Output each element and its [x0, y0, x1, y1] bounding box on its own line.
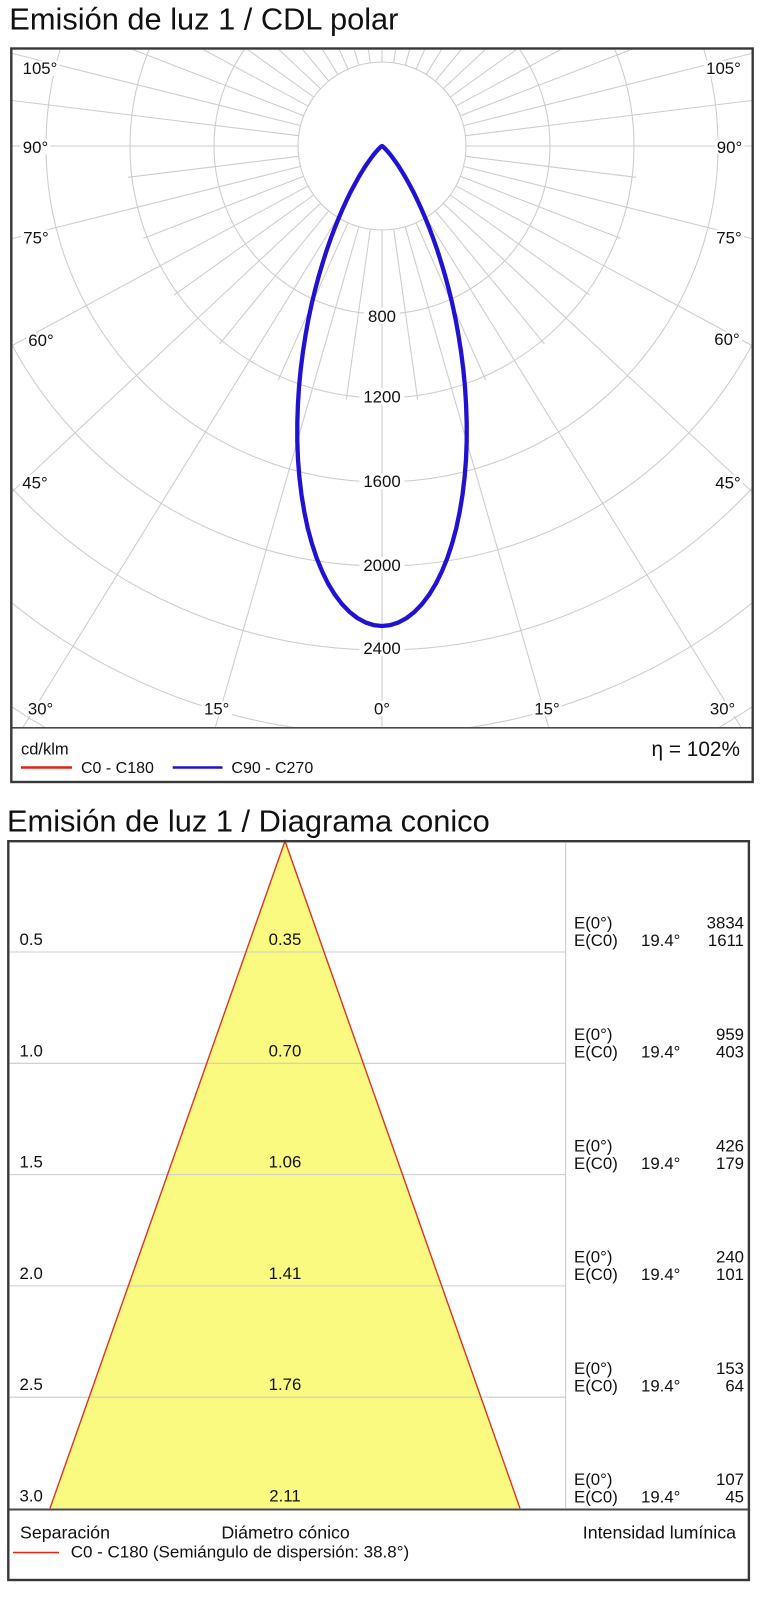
svg-text:E(C0): E(C0): [574, 1265, 618, 1284]
svg-text:1.41: 1.41: [269, 1264, 302, 1283]
svg-text:cd/klm: cd/klm: [21, 740, 69, 758]
svg-text:3834: 3834: [707, 914, 744, 933]
svg-text:30°: 30°: [710, 699, 735, 718]
svg-text:E(0°): E(0°): [574, 1136, 612, 1155]
svg-text:153: 153: [716, 1359, 744, 1378]
svg-text:0.5: 0.5: [20, 930, 43, 949]
svg-text:90°: 90°: [717, 138, 742, 157]
svg-text:η = 102%: η = 102%: [652, 738, 740, 761]
svg-text:1200: 1200: [363, 388, 400, 407]
svg-text:60°: 60°: [714, 330, 739, 349]
svg-text:30°: 30°: [28, 699, 53, 718]
svg-text:1.5: 1.5: [20, 1153, 43, 1172]
svg-text:1611: 1611: [708, 931, 744, 950]
svg-text:0.70: 0.70: [269, 1041, 302, 1060]
svg-text:60°: 60°: [28, 331, 53, 350]
svg-text:45: 45: [725, 1488, 744, 1507]
svg-text:Diámetro cónico: Diámetro cónico: [221, 1522, 350, 1542]
svg-text:64: 64: [725, 1376, 744, 1395]
svg-text:E(C0): E(C0): [574, 931, 618, 950]
svg-text:Intensidad lumínica: Intensidad lumínica: [583, 1522, 736, 1542]
svg-text:Emisión de luz 1 / CDL polar: Emisión de luz 1 / CDL polar: [9, 1, 398, 36]
svg-text:2000: 2000: [363, 556, 400, 575]
svg-text:45°: 45°: [22, 473, 47, 492]
svg-text:19.4°: 19.4°: [641, 1376, 680, 1395]
svg-text:C90 - C270: C90 - C270: [231, 760, 313, 777]
svg-text:426: 426: [716, 1136, 744, 1155]
svg-text:C0 - C180 (Semiángulo de dispe: C0 - C180 (Semiángulo de dispersión: 38.…: [71, 1543, 409, 1562]
svg-text:107: 107: [716, 1470, 744, 1489]
svg-text:240: 240: [716, 1248, 744, 1267]
svg-text:E(0°): E(0°): [574, 1470, 612, 1489]
svg-text:Separación: Separación: [20, 1522, 110, 1542]
svg-text:2.5: 2.5: [20, 1375, 43, 1394]
svg-text:E(0°): E(0°): [574, 914, 612, 933]
svg-text:19.4°: 19.4°: [641, 1488, 680, 1507]
svg-text:19.4°: 19.4°: [641, 931, 680, 950]
svg-text:E(C0): E(C0): [574, 1154, 618, 1173]
svg-text:2.0: 2.0: [20, 1264, 43, 1283]
svg-text:3.0: 3.0: [20, 1486, 43, 1505]
svg-text:101: 101: [716, 1265, 744, 1284]
svg-text:19.4°: 19.4°: [641, 1154, 680, 1173]
svg-text:45°: 45°: [715, 473, 740, 492]
svg-text:1.0: 1.0: [20, 1041, 43, 1060]
svg-text:19.4°: 19.4°: [641, 1043, 680, 1062]
svg-text:1.76: 1.76: [269, 1375, 302, 1394]
svg-text:E(0°): E(0°): [574, 1359, 612, 1378]
svg-text:1600: 1600: [363, 472, 400, 491]
svg-text:105°: 105°: [706, 59, 741, 78]
svg-text:C0 - C180: C0 - C180: [81, 760, 154, 777]
svg-text:0°: 0°: [374, 699, 390, 718]
svg-text:105°: 105°: [23, 59, 58, 78]
svg-text:800: 800: [368, 307, 396, 326]
svg-text:2400: 2400: [363, 639, 400, 658]
svg-text:E(0°): E(0°): [574, 1248, 612, 1267]
svg-text:15°: 15°: [204, 699, 229, 718]
svg-text:959: 959: [716, 1025, 744, 1044]
svg-text:75°: 75°: [716, 228, 741, 247]
svg-text:15°: 15°: [534, 699, 559, 718]
svg-text:403: 403: [716, 1043, 744, 1062]
svg-text:179: 179: [716, 1154, 744, 1173]
svg-text:0.35: 0.35: [269, 930, 302, 949]
svg-text:1.06: 1.06: [269, 1153, 302, 1172]
svg-text:E(C0): E(C0): [574, 1488, 618, 1507]
svg-text:E(0°): E(0°): [574, 1025, 612, 1044]
svg-text:90°: 90°: [23, 138, 48, 157]
svg-text:2.11: 2.11: [269, 1486, 300, 1505]
svg-text:19.4°: 19.4°: [641, 1265, 680, 1284]
svg-text:Emisión de luz 1 / Diagrama co: Emisión de luz 1 / Diagrama conico: [7, 803, 490, 838]
svg-text:E(C0): E(C0): [574, 1043, 618, 1062]
svg-text:E(C0): E(C0): [574, 1376, 618, 1395]
svg-text:75°: 75°: [23, 228, 48, 247]
